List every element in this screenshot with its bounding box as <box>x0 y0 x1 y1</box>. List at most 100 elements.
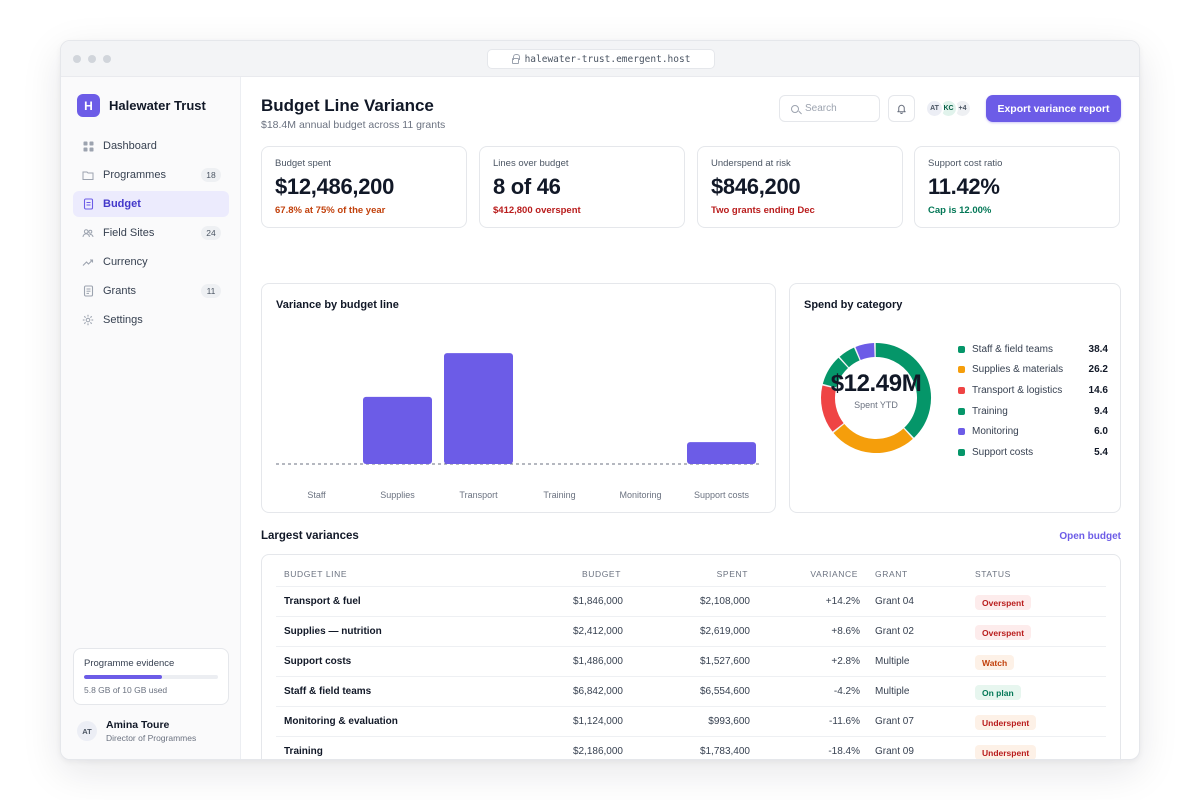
cell-grant: Multiple <box>875 656 910 667</box>
sidebar-item-dashboard[interactable]: Dashboard <box>73 133 229 159</box>
bar-supplies[interactable] <box>363 396 432 464</box>
kpi-card[interactable]: Lines over budget 8 of 46 $412,800 overspe… <box>479 146 685 228</box>
donut-slice-transport-logistics[interactable] <box>821 385 844 432</box>
brand[interactable]: H Halewater Trust <box>77 94 206 117</box>
page-title: Budget Line Variance <box>261 96 434 115</box>
brand-logo: H <box>77 94 100 117</box>
spend-chart-card: Spend by category $12.49M Spent YTD Staf… <box>789 283 1121 513</box>
cell-budget: $2,412,000 <box>572 626 623 637</box>
sidebar-item-field-sites[interactable]: Field Sites 24 <box>73 220 229 246</box>
storage-used-text: 5.8 GB of 10 GB used <box>84 685 168 695</box>
address-url: halewater-trust.emergent.host <box>524 53 691 65</box>
sidebar-item-badge: 24 <box>201 226 221 240</box>
kpi-note: $412,800 overspent <box>493 205 581 216</box>
sidebar-item-currency[interactable]: Currency <box>73 249 229 275</box>
brand-name: Halewater Trust <box>109 98 206 113</box>
collaborator-avatars[interactable]: AT KC +4 <box>925 99 972 118</box>
folder-icon <box>82 169 94 181</box>
cell-line: Supplies — nutrition <box>284 626 382 637</box>
x-tick-label: Training <box>543 490 575 500</box>
donut-center-value: $12.49M <box>830 370 922 397</box>
cell-budget: $1,846,000 <box>572 596 623 607</box>
legend-swatch <box>958 366 965 374</box>
legend-value: 26.2 <box>1088 364 1108 376</box>
legend-swatch <box>958 448 965 456</box>
status-badge: Underspent <box>975 745 1037 759</box>
donut-slice-supplies-materials[interactable] <box>833 423 913 453</box>
legend-item[interactable]: Transport & logistics 14.6 <box>958 380 1108 401</box>
user-profile[interactable]: AT Amina Toure Director of Programmes <box>77 719 196 743</box>
donut-slice-training[interactable] <box>822 357 849 388</box>
window-minimize-dot[interactable] <box>88 55 96 63</box>
legend-item[interactable]: Staff & field teams 38.4 <box>958 339 1108 360</box>
sidebar-item-label: Budget <box>103 198 141 210</box>
sidebar-item-label: Grants <box>103 285 137 297</box>
bar-support-costs[interactable] <box>687 442 756 464</box>
kpi-label: Support cost ratio <box>928 158 1003 169</box>
open-budget-link[interactable]: Open budget <box>1059 531 1121 542</box>
cell-variance: -4.2% <box>833 686 860 697</box>
status-badge: On plan <box>975 685 1021 700</box>
bar-transport[interactable] <box>444 353 513 464</box>
user-role: Director of Programmes <box>106 733 197 743</box>
file-icon <box>82 285 94 297</box>
kpi-card[interactable]: Budget spent $12,486,200 67.8% at 75% of t… <box>261 146 467 228</box>
kpi-card[interactable]: Support cost ratio 11.42% Cap is 12.00% <box>914 146 1120 228</box>
cell-variance: +2.8% <box>831 656 860 667</box>
kpi-card[interactable]: Underspend at risk $846,200 Two grants end… <box>697 146 903 228</box>
export-variance-report-button[interactable]: Export variance report <box>986 95 1121 122</box>
kpi-note: Cap is 12.00% <box>928 205 992 216</box>
avatar[interactable]: AT <box>925 99 944 118</box>
window-zoom-dot[interactable] <box>103 55 111 63</box>
legend-value: 38.4 <box>1088 343 1108 355</box>
table-row[interactable]: Support costs $1,486,000 $1,527,600 +2.8% Mu… <box>276 646 1106 676</box>
table-row[interactable]: Monitoring & evaluation $1,124,000 $993,60… <box>276 706 1106 736</box>
table-row[interactable]: Staff & field teams $6,842,000 $6,554,600 -… <box>276 676 1106 706</box>
legend-item[interactable]: Monitoring 6.0 <box>958 421 1108 442</box>
users-icon <box>82 227 94 239</box>
sidebar-item-budget[interactable]: Budget <box>73 191 229 217</box>
lock-icon <box>511 53 520 64</box>
main-content: Budget Line Variance $18.4M annual budge… <box>242 77 1139 759</box>
sidebar-item-settings[interactable]: Settings <box>73 307 229 333</box>
legend-value: 6.0 <box>1094 426 1108 438</box>
sidebar-item-programmes[interactable]: Programmes 18 <box>73 162 229 188</box>
x-tick-label: Transport <box>459 490 498 500</box>
status-badge: Watch <box>975 655 1015 670</box>
cell-line: Transport & fuel <box>284 596 361 607</box>
legend-label: Staff & field teams <box>972 343 1053 355</box>
table-row[interactable]: Supplies — nutrition $2,412,000 $2,619,000… <box>276 616 1106 646</box>
legend-item[interactable]: Training 9.4 <box>958 401 1108 422</box>
legend-item[interactable]: Support costs 5.4 <box>958 442 1108 463</box>
x-tick-label: Support costs <box>694 490 750 500</box>
search-input[interactable]: Search <box>779 95 880 122</box>
cell-variance: -11.6% <box>829 716 860 727</box>
kpi-value: 8 of 46 <box>493 174 561 199</box>
donut-slice-staff-field-teams[interactable] <box>875 343 931 438</box>
address-bar[interactable]: halewater-trust.emergent.host <box>487 49 715 69</box>
cell-spent: $2,619,000 <box>699 626 750 637</box>
x-tick-label: Monitoring <box>619 490 661 500</box>
notifications-button[interactable] <box>888 95 915 122</box>
storage-widget[interactable]: Programme evidence 5.8 GB of 10 GB used <box>73 648 229 705</box>
browser-window: halewater-trust.emergent.host H Halewate… <box>60 40 1140 760</box>
sidebar-nav: Dashboard Programmes 18 Budget Field Sites 24… <box>73 133 229 336</box>
table-row[interactable]: Transport & fuel $1,846,000 $2,108,000 +14.… <box>276 586 1106 616</box>
cell-budget: $1,124,000 <box>572 716 623 727</box>
storage-progress-fill <box>84 675 162 679</box>
status-badge: Overspent <box>975 625 1032 640</box>
table-row[interactable]: Training $2,186,000 $1,783,400 -18.4% Grant … <box>276 736 1106 759</box>
donut-center-label: Spent YTD <box>854 400 898 410</box>
sidebar-item-label: Field Sites <box>103 227 155 239</box>
legend-item[interactable]: Supplies & materials 26.2 <box>958 360 1108 381</box>
donut-slice-monitoring[interactable] <box>855 343 875 361</box>
column-header: BUDGET <box>581 569 621 579</box>
x-tick-label: Supplies <box>380 490 415 500</box>
donut-slice-support-costs[interactable] <box>839 347 860 368</box>
cell-line: Staff & field teams <box>284 686 372 697</box>
cell-variance: +8.6% <box>831 626 860 637</box>
window-close-dot[interactable] <box>73 55 81 63</box>
sidebar-item-grants[interactable]: Grants 11 <box>73 278 229 304</box>
kpi-note: 67.8% at 75% of the year <box>275 205 386 216</box>
legend-swatch <box>958 407 965 415</box>
